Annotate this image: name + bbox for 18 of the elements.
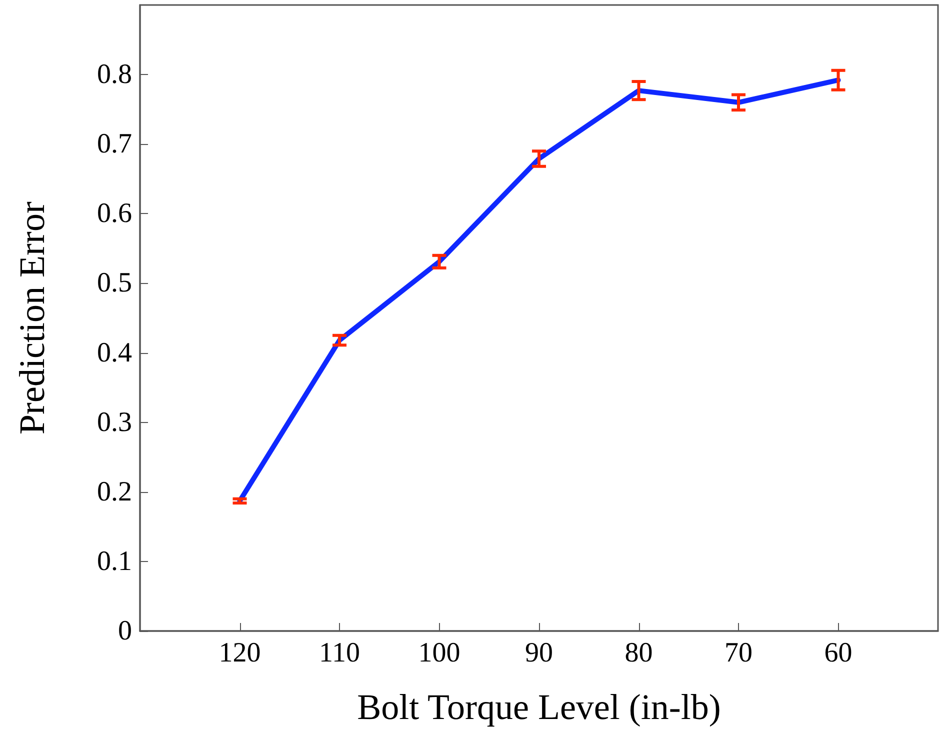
x-axis-title: Bolt Torque Level (in-lb) bbox=[357, 687, 721, 727]
x-tick-label: 120 bbox=[218, 638, 261, 668]
y-axis-title: Prediction Error bbox=[12, 202, 52, 434]
y-tick-label: 0.7 bbox=[97, 128, 132, 160]
x-tick-label: 110 bbox=[319, 638, 360, 668]
y-tick-label: 0 bbox=[118, 616, 132, 646]
y-tick-label: 0.4 bbox=[97, 337, 132, 368]
x-tick-label: 70 bbox=[724, 638, 752, 668]
x-tick-label: 100 bbox=[418, 638, 460, 668]
y-tick-label: 0.6 bbox=[97, 198, 132, 230]
y-tick-label: 0.3 bbox=[97, 406, 132, 438]
y-tick-label: 0.5 bbox=[97, 268, 132, 299]
x-tick-label: 90 bbox=[525, 638, 553, 668]
x-tick-label: 80 bbox=[624, 638, 653, 668]
y-tick-label: 0.2 bbox=[97, 476, 132, 508]
y-tick-label: 0.1 bbox=[97, 546, 132, 577]
y-tick-label: 0.8 bbox=[97, 59, 132, 90]
x-tick-label: 60 bbox=[824, 638, 852, 668]
